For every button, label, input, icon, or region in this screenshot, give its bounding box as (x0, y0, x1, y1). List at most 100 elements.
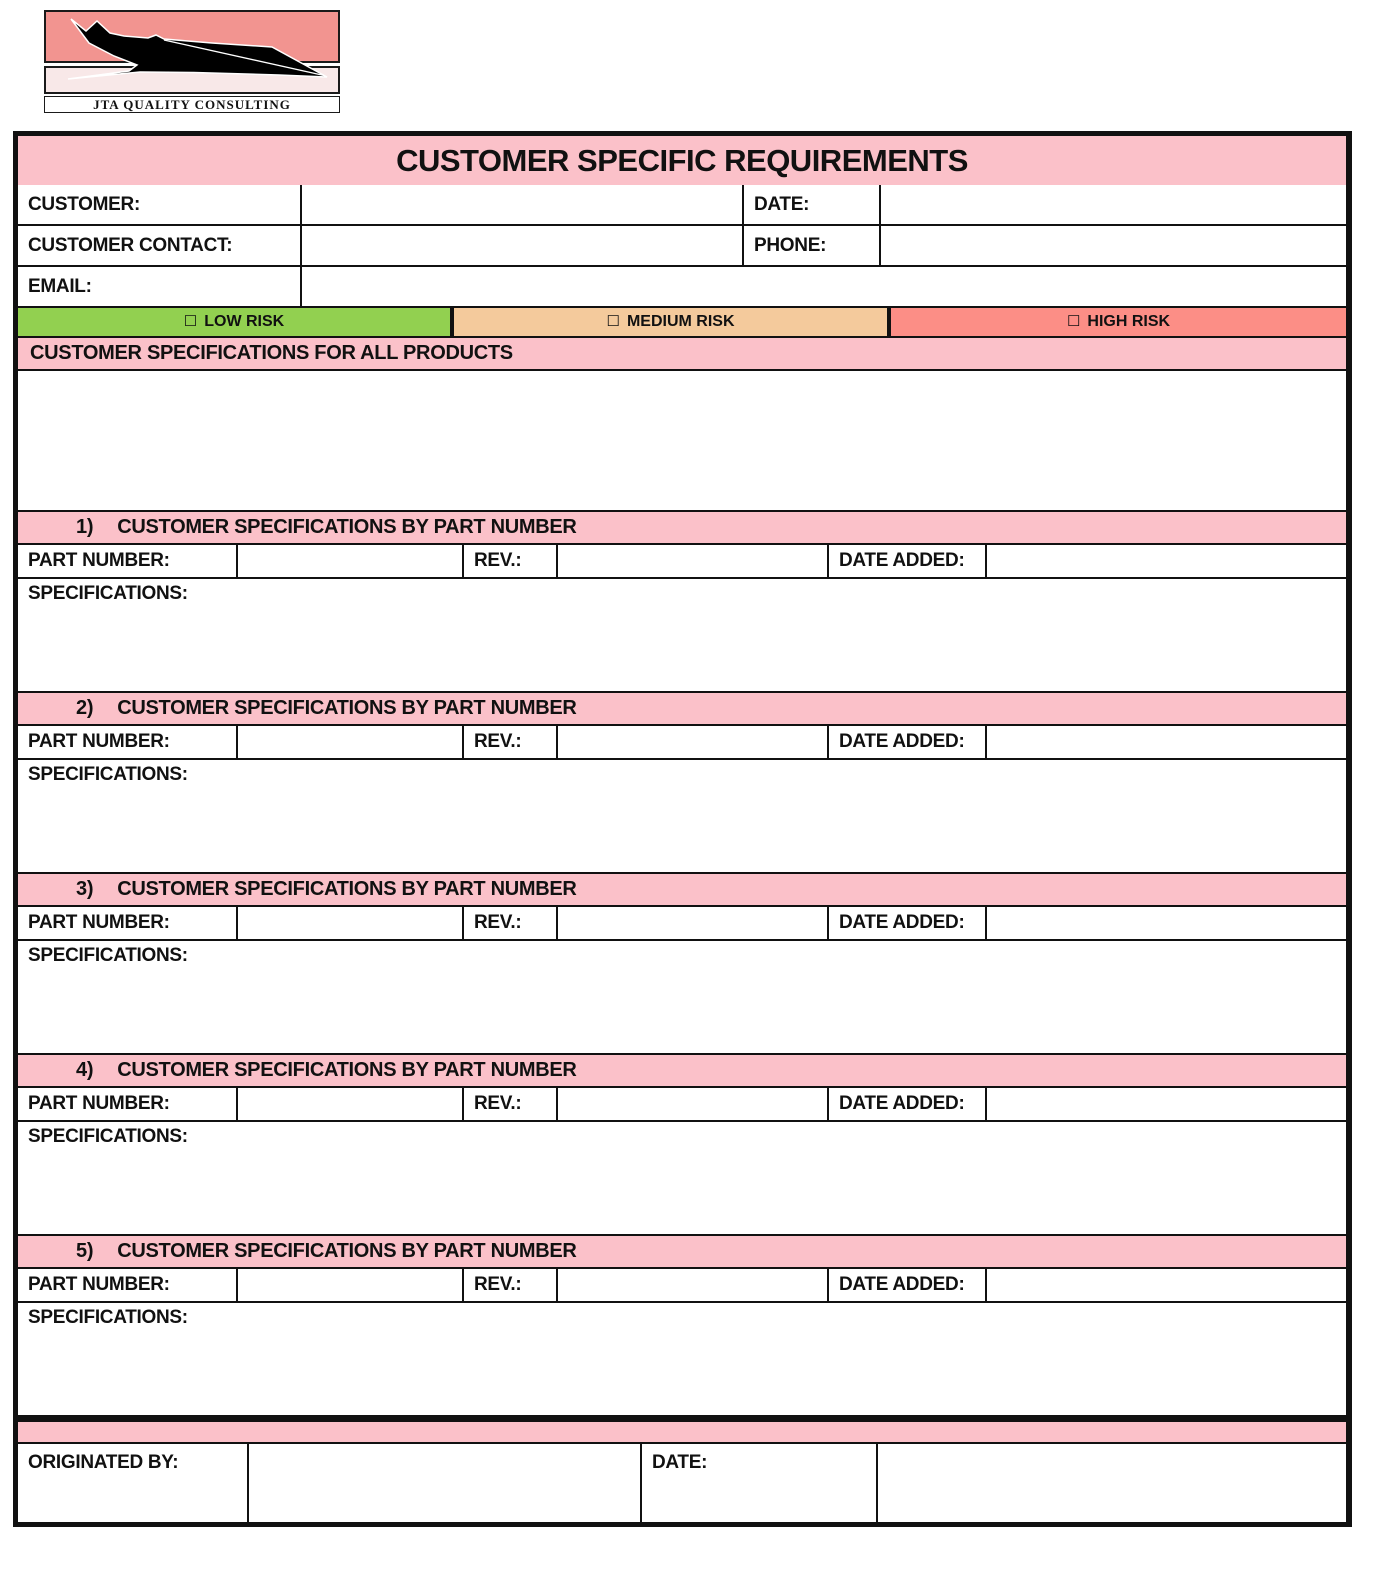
part-number-input[interactable] (238, 545, 464, 577)
date-added-input[interactable] (987, 1088, 1346, 1120)
date-added-input[interactable] (987, 907, 1346, 939)
section-1-header: 1) CUSTOMER SPECIFICATIONS BY PART NUMBE… (18, 512, 1346, 545)
part-number-row: PART NUMBER: REV.: DATE ADDED: (18, 907, 1346, 941)
section-title: CUSTOMER SPECIFICATIONS BY PART NUMBER (117, 697, 577, 719)
originated-row: ORIGINATED BY: DATE: (18, 1444, 1346, 1522)
high-risk-label: HIGH RISK (1087, 313, 1171, 330)
rev-label: REV.: (464, 1269, 558, 1301)
risk-level-row: ☐ LOW RISK ☐ MEDIUM RISK ☐ HIGH RISK (18, 308, 1346, 338)
date-added-input[interactable] (987, 726, 1346, 758)
part-number-row: PART NUMBER: REV.: DATE ADDED: (18, 1088, 1346, 1122)
phone-input[interactable] (881, 226, 1346, 265)
section-number: 5) (76, 1240, 94, 1262)
section-5-header: 5) CUSTOMER SPECIFICATIONS BY PART NUMBE… (18, 1236, 1346, 1269)
specifications-input[interactable]: SPECIFICATIONS: (18, 941, 1346, 1055)
rev-label: REV.: (464, 907, 558, 939)
date-added-label: DATE ADDED: (829, 1269, 987, 1301)
specifications-input[interactable]: SPECIFICATIONS: (18, 1122, 1346, 1236)
high-risk-checkbox-icon[interactable]: ☐ (1066, 313, 1081, 330)
medium-risk-checkbox-icon[interactable]: ☐ (606, 313, 620, 330)
section-number: 4) (76, 1059, 94, 1081)
low-risk-checkbox-icon[interactable]: ☐ (183, 313, 198, 330)
part-section-1: 1) CUSTOMER SPECIFICATIONS BY PART NUMBE… (18, 512, 1346, 693)
contact-row: CUSTOMER CONTACT: PHONE: (18, 226, 1346, 267)
section-4-header: 4) CUSTOMER SPECIFICATIONS BY PART NUMBE… (18, 1055, 1346, 1088)
part-section-2: 2) CUSTOMER SPECIFICATIONS BY PART NUMBE… (18, 693, 1346, 874)
medium-risk-label: MEDIUM RISK (626, 313, 735, 330)
email-label: EMAIL: (18, 267, 302, 306)
customer-input[interactable] (302, 185, 744, 224)
part-number-input[interactable] (238, 1269, 464, 1301)
customer-contact-label: CUSTOMER CONTACT: (18, 226, 302, 265)
part-number-label: PART NUMBER: (18, 907, 238, 939)
specifications-input[interactable]: SPECIFICATIONS: (18, 1303, 1346, 1417)
date-added-label: DATE ADDED: (829, 545, 987, 577)
part-number-row: PART NUMBER: REV.: DATE ADDED: (18, 545, 1346, 579)
date-added-label: DATE ADDED: (829, 1088, 987, 1120)
section-number: 1) (76, 516, 94, 538)
part-number-label: PART NUMBER: (18, 1269, 238, 1301)
footer-pink-strip (18, 1422, 1346, 1444)
rev-input[interactable] (558, 726, 829, 758)
date-added-input[interactable] (987, 545, 1346, 577)
customer-requirements-form: CUSTOMER SPECIFIC REQUIREMENTS CUSTOMER:… (13, 131, 1352, 1527)
high-risk-checkbox-cell[interactable]: ☐ HIGH RISK (891, 308, 1346, 336)
rev-input[interactable] (558, 1269, 829, 1301)
section-number: 3) (76, 878, 94, 900)
rev-input[interactable] (558, 545, 829, 577)
date-added-label: DATE ADDED: (829, 726, 987, 758)
all-products-specifications-input[interactable] (18, 371, 1346, 512)
part-number-input[interactable] (238, 1088, 464, 1120)
customer-contact-input[interactable] (302, 226, 744, 265)
part-number-row: PART NUMBER: REV.: DATE ADDED: (18, 1269, 1346, 1303)
date-added-label: DATE ADDED: (829, 907, 987, 939)
part-number-row: PART NUMBER: REV.: DATE ADDED: (18, 726, 1346, 760)
company-logo: JTA QUALITY CONSULTING (44, 10, 340, 113)
date-label: DATE: (744, 185, 881, 224)
specifications-label: SPECIFICATIONS: (28, 1307, 188, 1328)
specifications-label: SPECIFICATIONS: (28, 1126, 188, 1147)
section-title: CUSTOMER SPECIFICATIONS BY PART NUMBER (117, 1240, 577, 1262)
rev-label: REV.: (464, 1088, 558, 1120)
specifications-label: SPECIFICATIONS: (28, 583, 188, 604)
medium-risk-checkbox-cell[interactable]: ☐ MEDIUM RISK (454, 308, 891, 336)
date-input[interactable] (881, 185, 1346, 224)
customer-row: CUSTOMER: DATE: (18, 185, 1346, 226)
section-2-header: 2) CUSTOMER SPECIFICATIONS BY PART NUMBE… (18, 693, 1346, 726)
logo-company-name: JTA QUALITY CONSULTING (44, 96, 340, 113)
footer-date-input[interactable] (878, 1444, 1346, 1522)
footer-date-label: DATE: (642, 1444, 878, 1522)
part-number-label: PART NUMBER: (18, 726, 238, 758)
phone-label: PHONE: (744, 226, 881, 265)
specifications-label: SPECIFICATIONS: (28, 764, 188, 785)
originated-by-input[interactable] (249, 1444, 642, 1522)
rev-input[interactable] (558, 907, 829, 939)
section-title: CUSTOMER SPECIFICATIONS BY PART NUMBER (117, 878, 577, 900)
section-3-header: 3) CUSTOMER SPECIFICATIONS BY PART NUMBE… (18, 874, 1346, 907)
form-title: CUSTOMER SPECIFIC REQUIREMENTS (18, 136, 1346, 185)
customer-label: CUSTOMER: (18, 185, 302, 224)
stealth-jet-icon (67, 18, 328, 80)
section-title: CUSTOMER SPECIFICATIONS BY PART NUMBER (117, 1059, 577, 1081)
date-added-input[interactable] (987, 1269, 1346, 1301)
email-row: EMAIL: (18, 267, 1346, 308)
footer-divider (18, 1417, 1346, 1422)
rev-label: REV.: (464, 545, 558, 577)
rev-label: REV.: (464, 726, 558, 758)
section-number: 2) (76, 697, 94, 719)
part-number-label: PART NUMBER: (18, 545, 238, 577)
all-products-header: CUSTOMER SPECIFICATIONS FOR ALL PRODUCTS (18, 338, 1346, 371)
part-section-4: 4) CUSTOMER SPECIFICATIONS BY PART NUMBE… (18, 1055, 1346, 1236)
part-number-input[interactable] (238, 726, 464, 758)
rev-input[interactable] (558, 1088, 829, 1120)
section-title: CUSTOMER SPECIFICATIONS BY PART NUMBER (117, 516, 577, 538)
specifications-input[interactable]: SPECIFICATIONS: (18, 760, 1346, 874)
part-section-5: 5) CUSTOMER SPECIFICATIONS BY PART NUMBE… (18, 1236, 1346, 1417)
email-input[interactable] (302, 267, 1346, 306)
specifications-input[interactable]: SPECIFICATIONS: (18, 579, 1346, 693)
part-number-input[interactable] (238, 907, 464, 939)
specifications-label: SPECIFICATIONS: (28, 945, 188, 966)
low-risk-checkbox-cell[interactable]: ☐ LOW RISK (18, 308, 454, 336)
originated-by-label: ORIGINATED BY: (18, 1444, 249, 1522)
